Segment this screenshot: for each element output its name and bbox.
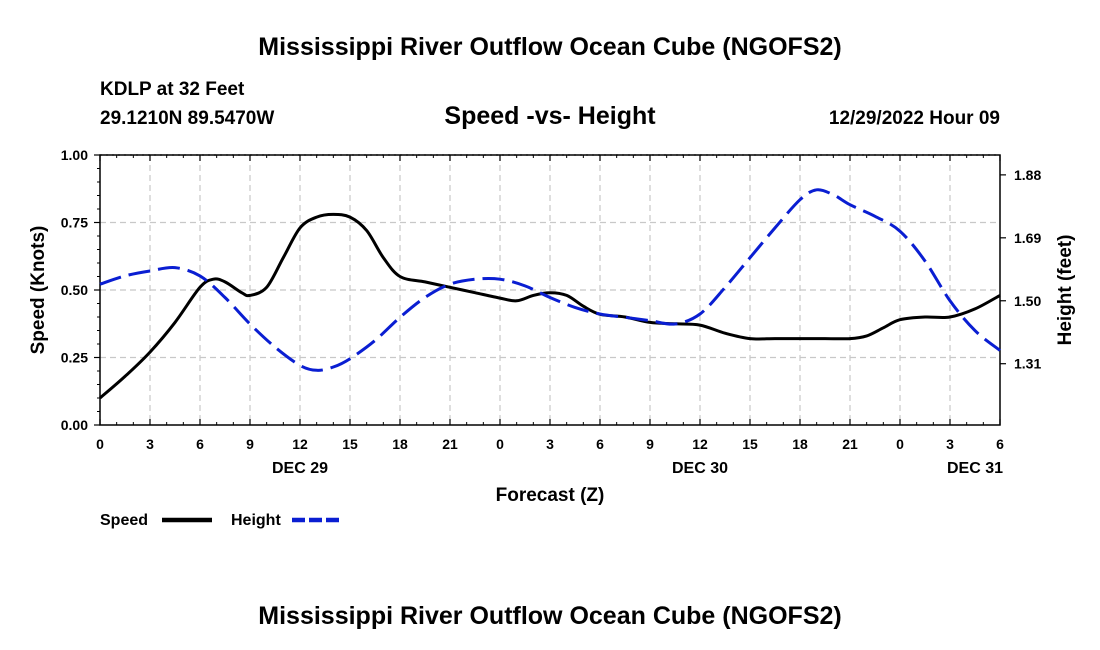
x-tick-label: 9 [246,436,254,452]
y-left-tick-label: 0.75 [61,215,88,231]
plot-title: Speed -vs- Height [444,102,656,130]
y-left-tick-label: 1.00 [61,147,88,163]
y-right-tick-label: 1.31 [1014,356,1041,372]
x-tick-label: 3 [146,436,154,452]
x-tick-label: 18 [392,436,408,452]
x-tick-label: 6 [596,436,604,452]
page-title: Mississippi River Outflow Ocean Cube (NG… [258,33,841,61]
coordinates-label: 29.1210N 89.5470W [100,108,274,129]
y-right-tick-label: 1.88 [1014,167,1041,183]
y-left-tick-label: 0.50 [61,282,88,298]
x-tick-label: 18 [792,436,808,452]
legend-height-label: Height [231,512,281,529]
forecast-timestamp: 12/29/2022 Hour 09 [829,108,1000,129]
series-lines [99,188,1001,400]
date-label: DEC 31 [947,460,1003,477]
series-line-speed [99,212,1001,400]
y-left-tick-label: 0.00 [61,417,88,433]
y-axis-right-label: Height (feet) [1055,235,1076,346]
station-label: KDLP at 32 Feet [100,79,245,100]
date-label: DEC 29 [272,460,328,477]
y-right-tick-label: 1.69 [1014,230,1041,246]
x-tick-label: 6 [196,436,204,452]
x-tick-label: 21 [442,436,458,452]
x-tick-label: 6 [996,436,1004,452]
x-tick-label: 15 [742,436,758,452]
x-tick-label: 0 [96,436,104,452]
y-left-tick-label: 0.25 [61,350,88,366]
x-tick-label: 0 [896,436,904,452]
x-axis-label: Forecast (Z) [496,485,605,506]
x-tick-label: 3 [946,436,954,452]
axis-ticks: 0 3 6 9 12 15 18 21 0 3 6 9 12 15 18 21 0 3 6 DEC 29 DEC 30 D… [61,147,1042,477]
x-tick-label: 12 [692,436,708,452]
y-right-tick-label: 1.50 [1014,293,1041,309]
y-axis-left-label: Speed (Knots) [28,226,49,355]
footer-title: Mississippi River Outflow Ocean Cube (NG… [258,602,841,630]
legend: Speed Height [100,512,342,529]
legend-speed-label: Speed [100,512,148,529]
x-tick-label: 3 [546,436,554,452]
x-tick-label: 21 [842,436,858,452]
x-tick-label: 15 [342,436,358,452]
series-line-height [99,188,1001,372]
x-tick-label: 12 [292,436,308,452]
date-label: DEC 30 [672,460,728,477]
x-tick-label: 0 [496,436,504,452]
x-tick-label: 9 [646,436,654,452]
